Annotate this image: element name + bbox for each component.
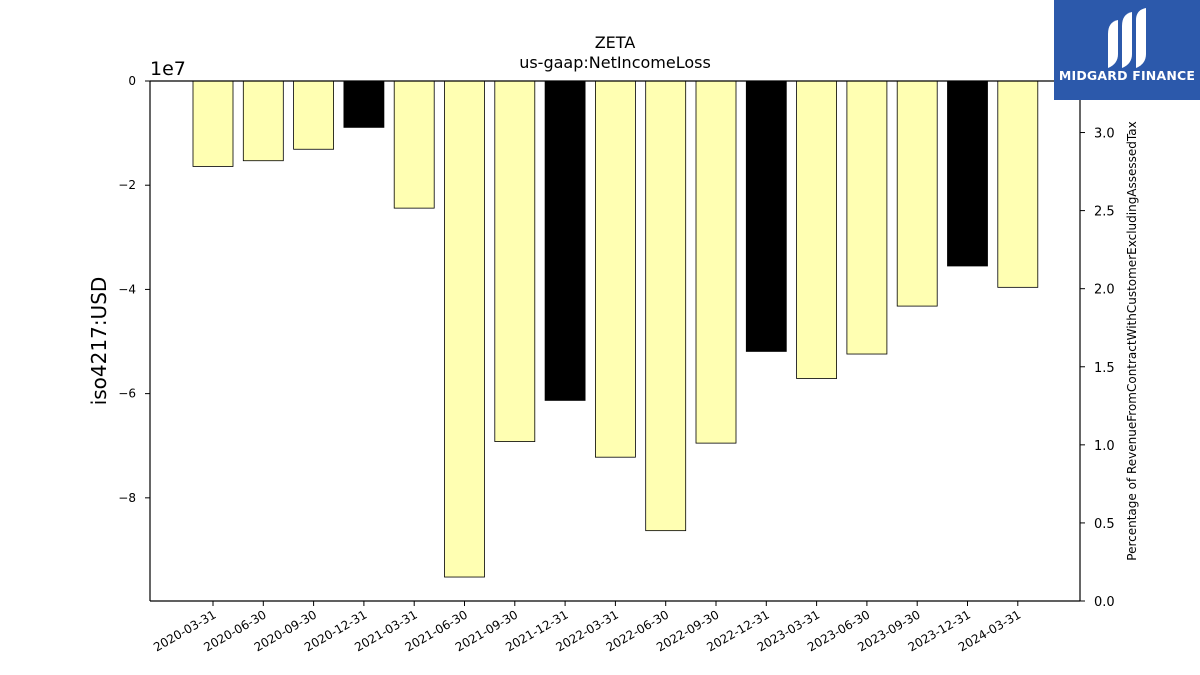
bar-2021-09-30 — [494, 80, 536, 442]
y2-tick-label: 3.0 — [1094, 127, 1115, 142]
y2-tick-label: 0.5 — [1094, 517, 1115, 532]
y2-tick-label: 2.5 — [1094, 205, 1115, 220]
x-ticks-group: 2020-03-312020-06-302020-09-302020-12-31… — [151, 601, 1023, 654]
bar-2022-06-30 — [645, 80, 687, 532]
chart-title: ZETA — [595, 33, 636, 52]
bar-2022-09-30 — [695, 80, 737, 444]
bar-2022-12-31 — [745, 80, 787, 352]
bars-group — [192, 80, 1039, 578]
bar-2022-03-31 — [595, 80, 636, 458]
y-tick-label: −4 — [118, 282, 136, 296]
bar-2023-09-30 — [896, 80, 938, 307]
bar-2024-03-31 — [997, 80, 1039, 288]
y2-tick-label: 1.0 — [1094, 439, 1115, 454]
brand-name: MIDGARD FINANCE — [1058, 68, 1196, 83]
y2-tick-label: 2.0 — [1094, 283, 1115, 298]
bar-2021-03-31 — [393, 80, 435, 209]
y2-tick-label: 0.0 — [1094, 595, 1115, 610]
y-tick-label: −6 — [118, 387, 136, 401]
y-tick-label: −8 — [118, 491, 136, 505]
bar-2020-12-31 — [343, 80, 385, 128]
y-ticks-group: 0 −2 −4 −6 −8 — [118, 74, 150, 505]
bar-2020-03-31 — [192, 80, 234, 167]
y-tick-label: −2 — [118, 178, 136, 192]
bar-2023-12-31 — [947, 80, 988, 267]
bar-2020-09-30 — [293, 80, 335, 150]
y2-axis-label: Percentage of RevenueFromContractWithCus… — [1125, 121, 1139, 560]
bar-2023-03-31 — [796, 80, 837, 379]
bar-2021-06-30 — [444, 80, 485, 578]
bar-2023-06-30 — [846, 80, 888, 355]
y2-ticks-group: 0.0 0.5 1.0 1.5 2.0 2.5 3.0 — [1080, 127, 1115, 610]
y-axis-label: iso4217:USD — [87, 277, 111, 406]
midgard-logo-icon — [1108, 8, 1146, 68]
y-tick-label: 0 — [128, 74, 136, 88]
chart-subtitle: us-gaap:NetIncomeLoss — [519, 53, 711, 72]
y2-tick-label: 1.5 — [1094, 361, 1115, 376]
y-offset-label: 1e7 — [150, 58, 186, 80]
brand-logo: MIDGARD FINANCE — [1054, 0, 1200, 100]
bar-2021-12-31 — [544, 80, 586, 401]
bar-2020-06-30 — [242, 80, 284, 162]
